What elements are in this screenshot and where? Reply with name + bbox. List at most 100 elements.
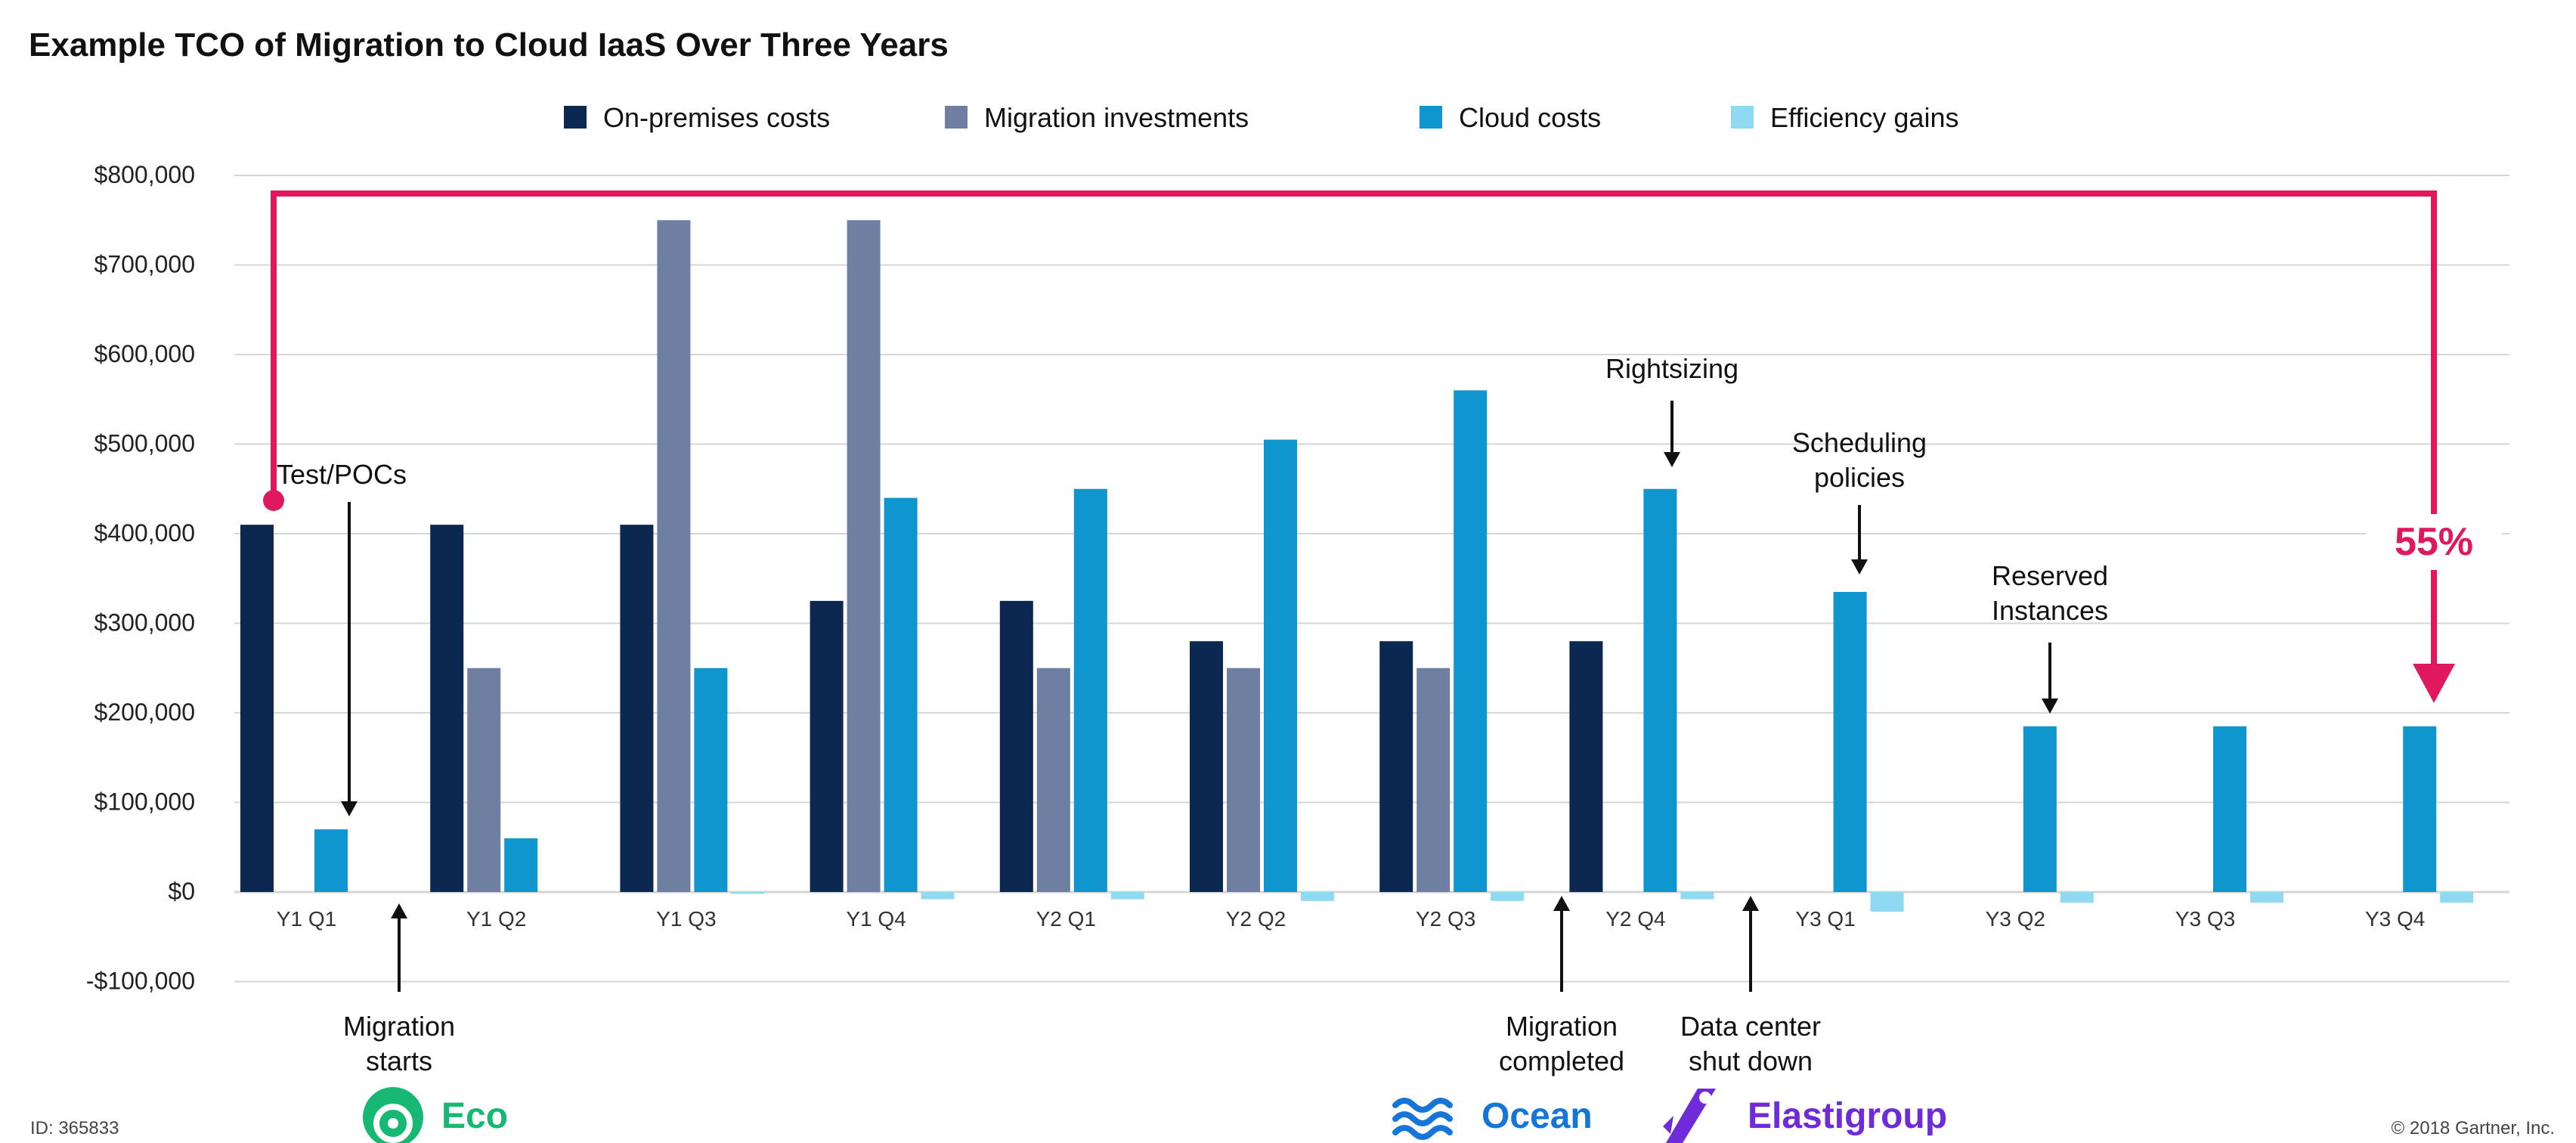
eco-logo: Eco xyxy=(363,1087,508,1143)
annotation-text: Instances xyxy=(1992,595,2108,626)
eco-logo-icon xyxy=(363,1087,423,1143)
bar-cloud-costs-y1-q1 xyxy=(314,829,348,892)
bar-cloud-costs-y1-q2 xyxy=(504,838,538,892)
elastigroup-rocket-icon xyxy=(1663,1089,1716,1143)
y-tick-label: $200,000 xyxy=(94,698,195,726)
bar-on-premises-costs-y1-q2 xyxy=(430,525,464,892)
bar-cloud-costs-y3-q1 xyxy=(1833,592,1867,892)
elastigroup-logo: Elastigroup xyxy=(1663,1089,1947,1143)
x-tick-label: Y2 Q2 xyxy=(1226,907,1286,931)
x-tick-label: Y2 Q4 xyxy=(1605,907,1665,931)
bar-on-premises-costs-y2-q2 xyxy=(1190,641,1223,892)
bar-efficiency-gains-y3-q3 xyxy=(2250,892,2283,903)
x-tick-label: Y3 Q2 xyxy=(1986,907,2045,931)
x-tick-label: Y1 Q2 xyxy=(466,907,526,931)
elastigroup-logo-label: Elastigroup xyxy=(1748,1096,1947,1136)
bar-cloud-costs-y3-q3 xyxy=(2213,726,2246,892)
elastigroup-rocket-fin xyxy=(1663,1116,1673,1134)
bar-efficiency-gains-y2-q4 xyxy=(1680,892,1714,900)
annotation-arrowhead xyxy=(341,801,358,816)
eco-logo-label: Eco xyxy=(441,1096,508,1136)
bar-migration-investments-y1-q2 xyxy=(467,668,501,892)
annotation-text: shut down xyxy=(1689,1045,1813,1076)
bar-efficiency-gains-y1-q3 xyxy=(731,892,765,894)
annotation-text: Scheduling xyxy=(1792,427,1927,458)
annotation-text: Test/POCs xyxy=(277,459,407,490)
ocean-wave-3 xyxy=(1392,1125,1453,1140)
ocean-logo: Ocean xyxy=(1392,1096,1593,1140)
bar-efficiency-gains-y2-q3 xyxy=(1491,892,1525,901)
annotation-text: policies xyxy=(1814,462,1905,493)
annotation-arrowhead xyxy=(391,903,407,918)
bracket-arrowhead xyxy=(2413,664,2455,703)
bar-efficiency-gains-y1-q4 xyxy=(921,892,955,900)
eco-logo-circle xyxy=(363,1087,423,1143)
annotation-text: Data center xyxy=(1680,1011,1821,1042)
annotation-rightsizing: Rightsizing xyxy=(1605,353,1738,467)
y-tick-label: $100,000 xyxy=(94,788,195,816)
annotation-text: Rightsizing xyxy=(1605,353,1738,384)
bracket-line xyxy=(271,190,2437,664)
bar-cloud-costs-y2-q4 xyxy=(1643,488,1677,892)
bar-migration-investments-y1-q4 xyxy=(847,220,881,892)
annotations: Test/POCsMigrationstartsRightsizingSched… xyxy=(277,353,2108,1076)
x-axis-tick-labels: Y1 Q1 Y1 Q2 Y1 Q3 Y1 Q4 Y2 Q1 Y2 Q2 Y2 Q3 Y2 Q4… xyxy=(277,907,2426,931)
bar-on-premises-costs-y2-q3 xyxy=(1379,641,1413,892)
ocean-wave-icon xyxy=(1392,1098,1453,1140)
annotation-test-pocs: Test/POCs xyxy=(277,459,407,816)
bar-efficiency-gains-y3-q2 xyxy=(2060,892,2094,903)
bar-migration-investments-y2-q3 xyxy=(1416,668,1451,892)
y-tick-label: $700,000 xyxy=(94,251,195,278)
annotation-scheduling: Scheduling policies xyxy=(1792,427,1927,575)
legend: On-premises costs Migration investments Cl… xyxy=(564,102,1958,133)
bar-on-premises-costs-y1-q1 xyxy=(240,525,274,892)
y-tick-label: $800,000 xyxy=(94,161,195,188)
eco-logo-dot xyxy=(388,1118,398,1129)
x-tick-label: Y2 Q1 xyxy=(1036,907,1096,931)
x-tick-label: Y3 Q3 xyxy=(2175,907,2235,931)
x-tick-label: Y1 Q1 xyxy=(277,907,336,931)
savings-bracket: 55% xyxy=(263,190,2502,703)
annotation-arrowhead xyxy=(1553,896,1570,911)
bar-cloud-costs-y1-q3 xyxy=(694,668,728,892)
annotation-text: starts xyxy=(366,1045,432,1076)
bar-cloud-costs-y3-q2 xyxy=(2023,726,2057,892)
ocean-wave-2 xyxy=(1392,1111,1453,1126)
annotation-text: completed xyxy=(1499,1045,1624,1076)
x-tick-label: Y3 Q1 xyxy=(1795,907,1855,931)
bar-efficiency-gains-y2-q1 xyxy=(1110,892,1144,900)
annotation-text: Migration xyxy=(343,1011,455,1042)
y-tick-label: $300,000 xyxy=(94,609,195,637)
x-tick-label: Y2 Q3 xyxy=(1416,907,1475,931)
bar-cloud-costs-y2-q1 xyxy=(1073,488,1107,892)
bar-migration-investments-y2-q1 xyxy=(1036,668,1070,892)
x-tick-label: Y1 Q3 xyxy=(656,907,716,931)
legend-swatch xyxy=(564,106,587,129)
bar-cloud-costs-y2-q3 xyxy=(1454,390,1488,892)
annotation-text: Reserved xyxy=(1992,560,2108,591)
callout-box xyxy=(2366,514,2502,570)
annotation-text: Migration xyxy=(1506,1011,1618,1042)
bar-migration-investments-y2-q2 xyxy=(1227,668,1260,892)
elastigroup-rocket-window xyxy=(1699,1092,1711,1104)
bar-migration-investments-y1-q3 xyxy=(657,220,691,892)
y-tick-label: $500,000 xyxy=(94,430,195,457)
legend-swatch xyxy=(945,106,968,129)
eco-logo-ring xyxy=(373,1104,413,1143)
bar-cloud-costs-y1-q4 xyxy=(884,497,918,892)
ocean-logo-label: Ocean xyxy=(1482,1096,1593,1136)
y-tick-label: -$100,000 xyxy=(86,968,195,995)
bar-efficiency-gains-y3-q4 xyxy=(2440,892,2474,903)
gridlines xyxy=(234,175,2509,983)
x-tick-label: Y3 Q4 xyxy=(2365,907,2425,931)
annotation-arrowhead xyxy=(1742,896,1759,911)
bar-cloud-costs-y3-q4 xyxy=(2403,726,2437,892)
x-tick-label: Y1 Q4 xyxy=(846,907,906,931)
annotation-arrowhead xyxy=(1664,452,1680,467)
bar-on-premises-costs-y1-q4 xyxy=(810,600,844,892)
bar-series xyxy=(240,220,2474,912)
